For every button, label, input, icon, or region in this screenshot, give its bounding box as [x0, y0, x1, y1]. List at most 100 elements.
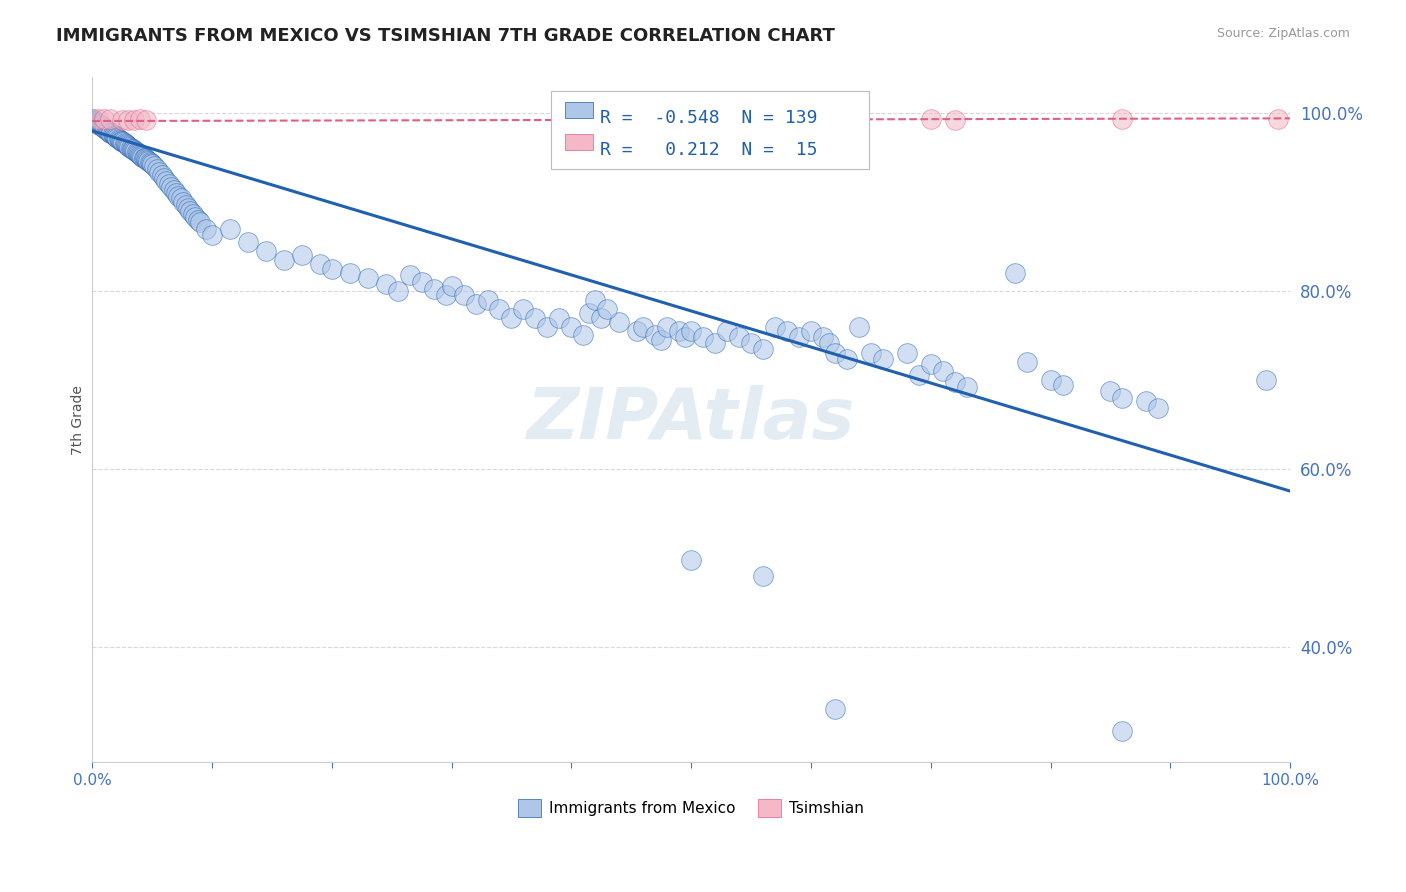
Point: [626, 324, 648, 338]
Point: [153, 171, 176, 186]
Point: [752, 568, 775, 582]
Point: [920, 112, 942, 127]
Point: [82, 112, 104, 127]
Point: [129, 149, 152, 163]
Point: [657, 319, 679, 334]
Point: [100, 127, 122, 141]
Point: [477, 293, 499, 307]
Legend: Immigrants from Mexico, Tsimshian: Immigrants from Mexico, Tsimshian: [512, 792, 870, 823]
Point: [374, 277, 396, 291]
Point: [163, 182, 186, 196]
Point: [121, 142, 143, 156]
Point: [357, 270, 380, 285]
Text: IMMIGRANTS FROM MEXICO VS TSIMSHIAN 7TH GRADE CORRELATION CHART: IMMIGRANTS FROM MEXICO VS TSIMSHIAN 7TH …: [56, 27, 835, 45]
Point: [596, 301, 619, 316]
Point: [488, 301, 510, 316]
Point: [668, 324, 690, 338]
Point: [122, 143, 145, 157]
Point: [110, 134, 132, 148]
Point: [117, 113, 139, 128]
Point: [128, 147, 150, 161]
Point: [87, 117, 110, 131]
Point: [434, 288, 457, 302]
Point: [91, 120, 114, 135]
Point: [422, 282, 444, 296]
Point: [97, 124, 120, 138]
Point: [84, 115, 107, 129]
Point: [872, 351, 894, 366]
Point: [132, 151, 155, 165]
Point: [464, 297, 486, 311]
Point: [1052, 378, 1074, 392]
Point: [848, 319, 870, 334]
Point: [86, 116, 108, 130]
Point: [87, 112, 110, 127]
Point: [943, 375, 966, 389]
Point: [155, 174, 177, 188]
Point: [108, 133, 131, 147]
Point: [943, 113, 966, 128]
Point: [90, 120, 112, 134]
Point: [512, 301, 534, 316]
Point: [524, 310, 547, 325]
Point: [114, 137, 136, 152]
Point: [117, 139, 139, 153]
Point: [824, 346, 846, 360]
Point: [440, 279, 463, 293]
Point: [105, 130, 128, 145]
Point: [187, 212, 209, 227]
Point: [111, 113, 134, 128]
Point: [131, 150, 153, 164]
Point: [560, 319, 582, 334]
Point: [673, 330, 696, 344]
Point: [716, 324, 738, 338]
Point: [150, 169, 173, 183]
Point: [111, 135, 134, 149]
Point: [920, 357, 942, 371]
Point: [254, 244, 277, 258]
Point: [96, 123, 118, 137]
Point: [236, 235, 259, 249]
Point: [411, 275, 433, 289]
Point: [1099, 384, 1122, 398]
Y-axis label: 7th Grade: 7th Grade: [72, 385, 86, 455]
Point: [339, 266, 361, 280]
Point: [1111, 724, 1133, 739]
Point: [134, 152, 156, 166]
Point: [195, 221, 218, 235]
Point: [273, 252, 295, 267]
Point: [122, 144, 145, 158]
Point: [135, 113, 157, 128]
Point: [125, 145, 148, 160]
Point: [146, 162, 169, 177]
Point: [148, 165, 170, 179]
Point: [583, 293, 606, 307]
Point: [578, 306, 600, 320]
Point: [387, 284, 409, 298]
Point: [650, 333, 672, 347]
Point: [1039, 373, 1062, 387]
Point: [90, 119, 112, 133]
Point: [692, 330, 714, 344]
Point: [548, 310, 571, 325]
Text: R =  -0.548  N = 139: R = -0.548 N = 139: [600, 109, 818, 127]
Point: [124, 145, 146, 159]
Point: [824, 702, 846, 716]
Point: [1135, 394, 1157, 409]
Point: [633, 319, 655, 334]
Point: [157, 177, 180, 191]
Point: [681, 552, 703, 566]
Text: ZIPAtlas: ZIPAtlas: [527, 385, 855, 454]
Point: [704, 335, 727, 350]
Point: [89, 118, 111, 132]
Point: [1015, 355, 1038, 369]
Point: [112, 136, 135, 150]
Point: [118, 140, 141, 154]
Point: [141, 157, 163, 171]
Point: [740, 335, 762, 350]
Point: [160, 179, 183, 194]
Point: [143, 160, 166, 174]
Point: [644, 328, 666, 343]
Point: [219, 221, 242, 235]
Point: [170, 191, 193, 205]
